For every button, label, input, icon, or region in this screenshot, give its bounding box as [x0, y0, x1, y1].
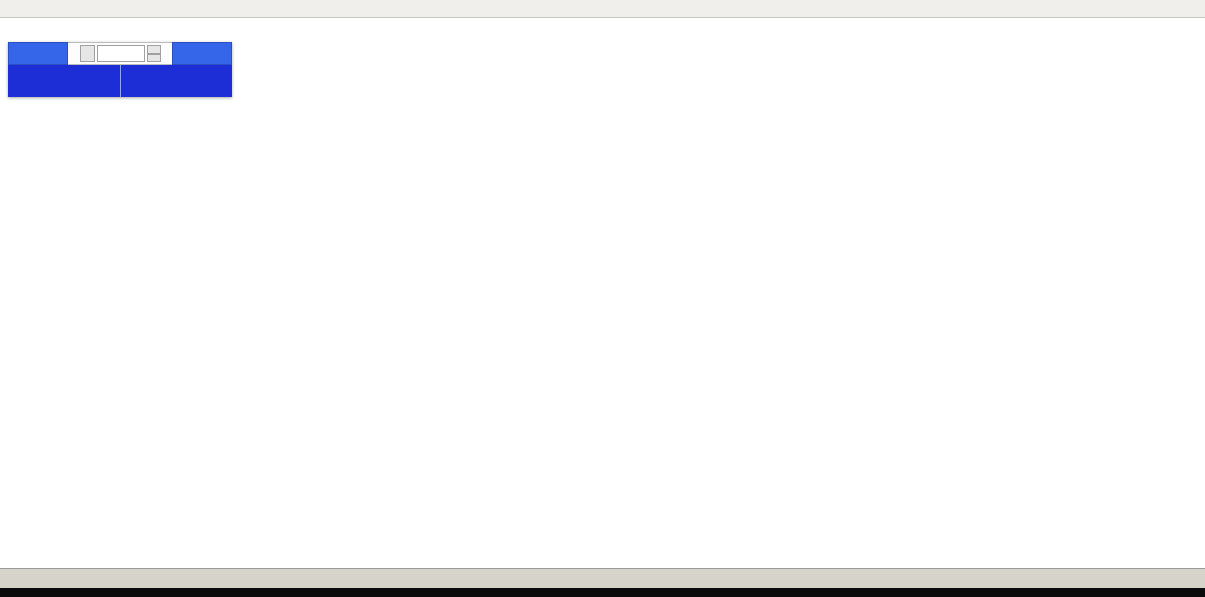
chart-area — [0, 18, 1205, 568]
buy-button[interactable] — [172, 42, 232, 65]
price-divider — [119, 65, 121, 97]
trade-panel-controls — [8, 42, 232, 65]
volume-decrease-button[interactable] — [79, 45, 95, 62]
volume-down-button[interactable] — [146, 53, 161, 62]
one-click-trading-panel — [8, 42, 232, 97]
window-bottom-strip — [0, 588, 1205, 597]
volume-up-button[interactable] — [146, 45, 161, 54]
buy-price[interactable] — [121, 65, 233, 97]
price-chart-canvas[interactable] — [0, 18, 1205, 568]
sell-price[interactable] — [8, 65, 120, 97]
bid-ask-display — [8, 65, 232, 97]
volume-control — [68, 42, 172, 65]
chart-tabs-bar — [0, 568, 1205, 588]
volume-input[interactable] — [96, 45, 145, 62]
sell-button[interactable] — [8, 42, 68, 65]
timeframe-toolbar — [0, 0, 1205, 18]
